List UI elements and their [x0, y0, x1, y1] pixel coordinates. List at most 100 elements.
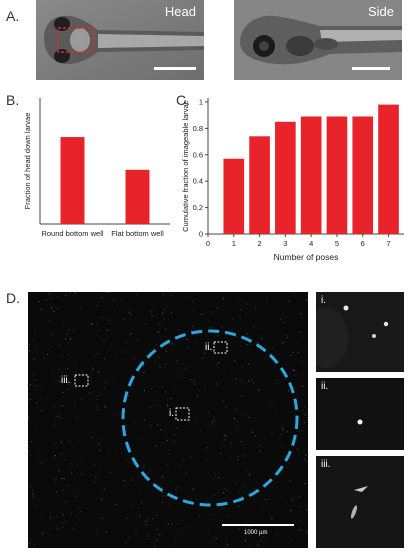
speckle	[164, 319, 165, 320]
speckle	[226, 543, 227, 544]
speckle	[101, 297, 102, 298]
speckle	[174, 441, 175, 442]
speckle	[163, 309, 164, 310]
speckle	[276, 413, 277, 414]
speckle	[238, 459, 239, 460]
speckle	[174, 541, 175, 542]
speckle	[90, 322, 91, 323]
speckle	[36, 385, 37, 386]
speckle	[44, 358, 45, 359]
speckle	[166, 351, 167, 352]
speckle	[249, 475, 250, 476]
speckle	[165, 308, 166, 309]
speckle	[279, 360, 280, 361]
speckle	[180, 465, 181, 466]
speckle	[75, 363, 76, 364]
speckle	[286, 337, 287, 338]
y-tick-label: 0.6	[193, 150, 203, 159]
speckle	[36, 379, 37, 380]
speckle	[113, 300, 114, 301]
speckle	[248, 363, 249, 364]
x-tick-label: 2	[257, 239, 261, 248]
speckle	[305, 461, 306, 462]
speckle	[101, 316, 102, 317]
speckle	[80, 511, 81, 512]
speckle	[99, 317, 100, 318]
speckle	[208, 412, 209, 413]
speckle	[248, 526, 249, 527]
speckle	[252, 326, 253, 327]
well-boundary-circle	[123, 331, 297, 505]
speckle	[269, 499, 270, 500]
speckle	[187, 367, 188, 368]
speckle	[162, 387, 163, 388]
speckle	[51, 310, 52, 311]
speckle	[245, 491, 246, 492]
speckle	[165, 364, 166, 365]
speckle	[240, 317, 241, 318]
speckle	[212, 424, 213, 425]
speckle	[304, 406, 305, 407]
speckle	[246, 303, 247, 304]
inset-iii-label: iii.	[321, 459, 330, 470]
speckle	[73, 528, 74, 529]
speckle	[33, 379, 34, 380]
speckle	[157, 424, 158, 425]
speckle	[254, 488, 255, 489]
speckle	[166, 305, 167, 306]
speckle	[287, 431, 288, 432]
speckle	[297, 448, 298, 449]
speckle	[81, 372, 82, 373]
speckle	[99, 444, 100, 445]
speckle	[271, 516, 272, 517]
well-scalebar-label: 1000 µm	[244, 530, 267, 536]
speckle	[191, 330, 192, 331]
noise-speckles	[28, 292, 308, 547]
speckle	[265, 499, 266, 500]
speckle	[199, 390, 200, 391]
speckle	[51, 297, 52, 298]
speckle	[171, 398, 172, 399]
speckle	[238, 492, 239, 493]
speckle	[33, 493, 34, 494]
speckle	[249, 417, 250, 418]
speckle	[244, 485, 245, 486]
speckle	[181, 377, 182, 378]
speckle	[58, 345, 59, 346]
speckle	[197, 395, 198, 396]
bar-1	[61, 137, 85, 224]
speckle	[226, 490, 227, 491]
speckle	[186, 473, 187, 474]
speckle	[235, 378, 236, 379]
speckle	[171, 295, 172, 296]
speckle	[30, 384, 31, 385]
y-axis-label: Cumulative fraction of imageable larvae	[181, 100, 190, 232]
speckle	[163, 294, 164, 295]
speckle	[69, 339, 70, 340]
speckle	[170, 505, 171, 506]
bar-1	[223, 159, 244, 234]
speckle	[59, 471, 60, 472]
y-tick-label: 0.2	[193, 203, 203, 212]
speckle	[218, 335, 219, 336]
speckle	[214, 495, 215, 496]
speckle	[95, 477, 96, 478]
speckle	[236, 427, 237, 428]
speckle	[228, 516, 229, 517]
speckle	[98, 395, 99, 396]
speckle	[163, 443, 164, 444]
speckle	[271, 460, 272, 461]
speckle	[109, 320, 110, 321]
speckle	[240, 441, 241, 442]
speckle	[192, 301, 193, 302]
speckle	[162, 502, 163, 503]
speckle	[61, 442, 62, 443]
speckle	[152, 518, 153, 519]
speckle	[226, 407, 227, 408]
speckle	[109, 451, 110, 452]
speckle	[246, 469, 247, 470]
head-scalebar	[154, 67, 196, 70]
speckle	[145, 521, 146, 522]
speckle	[260, 540, 261, 541]
speckle	[223, 297, 224, 298]
